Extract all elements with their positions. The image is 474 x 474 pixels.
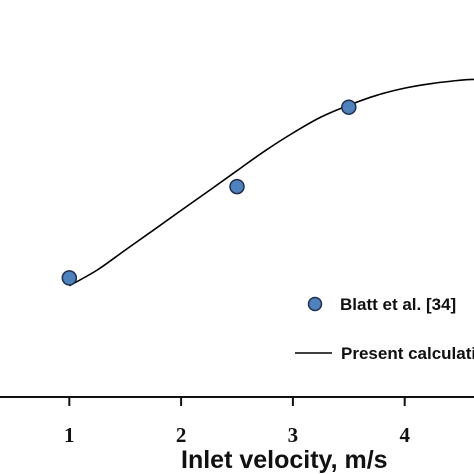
- legend: Blatt et al. [34] Present calculation: [295, 295, 474, 363]
- x-tick-label-1: 1: [64, 423, 75, 447]
- data-point: [61, 270, 78, 286]
- legend-label-present: Present calculation: [341, 344, 474, 363]
- x-axis-title: Inlet velocity, m/s: [181, 446, 388, 474]
- data-point: [229, 178, 245, 195]
- blatt-data-markers: [61, 99, 357, 286]
- x-ticks: [68, 397, 406, 406]
- legend-label-blatt: Blatt et al. [34]: [340, 295, 456, 314]
- legend-marker-blatt: [307, 296, 323, 312]
- x-tick-label-4: 4: [399, 423, 410, 447]
- data-point: [341, 99, 357, 115]
- x-tick-label-3: 3: [288, 423, 299, 447]
- x-tick-labels: 1 2 3 4: [64, 423, 410, 447]
- x-tick-label-2: 2: [176, 423, 187, 447]
- present-calculation-line: [68, 78, 474, 287]
